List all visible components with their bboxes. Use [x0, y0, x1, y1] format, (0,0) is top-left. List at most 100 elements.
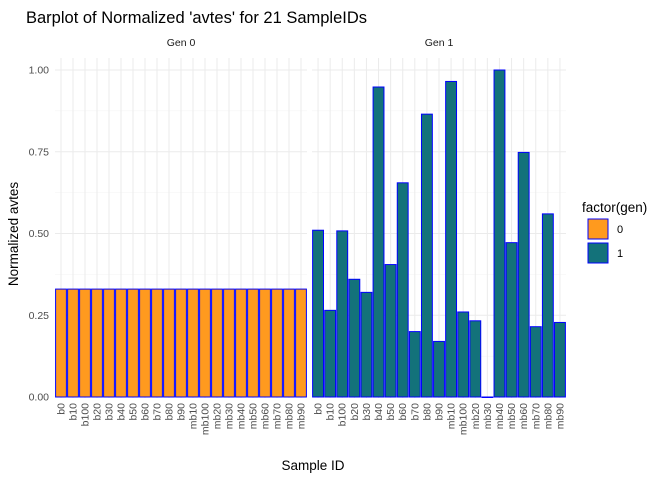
bar-b100: [79, 288, 91, 398]
y-tick-label: 1.00: [29, 65, 50, 77]
bar-mb100: [199, 288, 211, 398]
x-tick-label: mb20: [212, 403, 224, 429]
bar-b30: [103, 288, 115, 398]
bar-b40: [372, 86, 385, 398]
x-tick-label: b0: [313, 403, 325, 415]
bar-mb70: [529, 326, 542, 398]
bar-b30: [360, 291, 373, 398]
bar-mb80: [541, 213, 554, 398]
x-tick-label: mb100: [200, 403, 212, 435]
bar-mb90: [554, 321, 566, 398]
x-tick-label: b20: [349, 403, 361, 421]
bar-b60: [139, 288, 151, 398]
bar-mb30: [223, 288, 235, 398]
x-tick-label: mb80: [284, 403, 296, 429]
x-tick-label: mb60: [518, 403, 530, 429]
bar-mb60: [259, 288, 271, 398]
bar-b90: [433, 340, 445, 398]
facet-strip-label: Gen 0: [167, 37, 196, 49]
bar-mb40: [493, 69, 506, 398]
bar-mb50: [247, 288, 259, 398]
bar-b80: [163, 288, 175, 398]
bar-mb70: [271, 288, 283, 398]
facet-strip-label: Gen 1: [425, 37, 454, 49]
bar-b20: [348, 278, 361, 398]
bar-b20: [91, 288, 103, 398]
bar-b80: [420, 113, 433, 398]
y-tick-label: 0.25: [29, 310, 50, 322]
legend-label-1: 1: [617, 248, 623, 260]
x-tick-label: mb20: [470, 403, 482, 429]
panel-gen-0: Gen 0b0 b10 b100 b20 b30 b40 b50 b60 b70 b80 b90 mb…: [55, 37, 308, 435]
legend-key-1: [587, 242, 609, 264]
x-tick-label: b90: [434, 403, 446, 421]
bar-mb10: [187, 288, 199, 398]
x-tick-label: mb10: [188, 403, 200, 429]
y-tick-label: 0.75: [29, 146, 50, 158]
bar-b70: [151, 288, 163, 398]
bar-mb20: [211, 288, 223, 398]
y-tick-label: 0.50: [29, 228, 50, 240]
x-tick-label: mb50: [248, 403, 260, 429]
x-tick-label: mb90: [554, 403, 566, 429]
bar-mb20: [469, 320, 482, 398]
y-tick-label: 0.00: [29, 392, 50, 404]
bar-mb10: [445, 80, 458, 398]
bar-mb30: [481, 396, 494, 398]
x-tick-label: b70: [409, 403, 421, 421]
bar-b0: [55, 288, 67, 398]
x-tick-label: b50: [385, 403, 397, 421]
bar-b10: [324, 309, 337, 398]
bar-b50: [127, 288, 139, 398]
x-tick-label: b100: [337, 403, 349, 427]
bar-mb80: [283, 288, 295, 398]
chart-title: Barplot of Normalized 'avtes' for 21 Sam…: [26, 9, 367, 27]
bar-b90: [175, 288, 187, 398]
y-axis: 0.00 0.25 0.50 0.75 1.00: [29, 65, 50, 404]
x-tick-label: mb50: [506, 403, 518, 429]
x-tick-label: mb100: [458, 403, 470, 435]
x-tick-label: b40: [116, 403, 128, 421]
bar-b70: [408, 331, 421, 398]
x-tick-label: mb40: [236, 403, 248, 429]
legend: factor(gen) 0 1: [582, 200, 647, 264]
bar-b0: [312, 229, 324, 398]
bar-mb60: [517, 151, 530, 398]
x-tick-label: mb10: [446, 403, 458, 429]
x-tick-label: b40: [373, 403, 385, 421]
bar-b40: [115, 288, 127, 398]
x-tick-label: mb30: [224, 403, 236, 429]
bar-b60: [396, 182, 409, 398]
bar-mb50: [505, 242, 518, 398]
bar-b100: [336, 230, 349, 398]
x-tick-label: b60: [140, 403, 152, 421]
x-axis-title: Sample ID: [281, 458, 344, 473]
x-tick-label: b50: [128, 403, 140, 421]
bar-b50: [384, 264, 397, 398]
x-tick-label: b70: [152, 403, 164, 421]
bar-mb90: [295, 288, 307, 398]
legend-key-0: [587, 218, 609, 240]
x-tick-label: b80: [164, 403, 176, 421]
x-tick-label: mb80: [542, 403, 554, 429]
y-axis-title: Normalized avtes: [6, 182, 21, 287]
x-tick-label: mb90: [296, 403, 308, 429]
panels-layer: Gen 0b0 b10 b100 b20 b30 b40 b50 b60 b70 b80 b90 mb…: [55, 37, 566, 435]
bar-mb100: [457, 311, 470, 398]
x-tick-label: b0: [56, 403, 68, 415]
x-tick-label: b30: [361, 403, 373, 421]
bar-mb40: [235, 288, 247, 398]
bar-b10: [67, 288, 79, 398]
x-tick-label: b10: [325, 403, 337, 421]
x-tick-label: mb70: [530, 403, 542, 429]
x-tick-label: mb40: [494, 403, 506, 429]
x-tick-label: mb30: [482, 403, 494, 429]
x-tick-label: b30: [104, 403, 116, 421]
x-tick-label: mb60: [260, 403, 272, 429]
x-tick-label: b60: [397, 403, 409, 421]
x-tick-label: b100: [80, 403, 92, 427]
panel-gen-1: Gen 1b0 b10 b100 b20 b30 b40 b50 b60 b70 b80 b90 mb…: [312, 37, 566, 435]
x-tick-label: b10: [68, 403, 80, 421]
